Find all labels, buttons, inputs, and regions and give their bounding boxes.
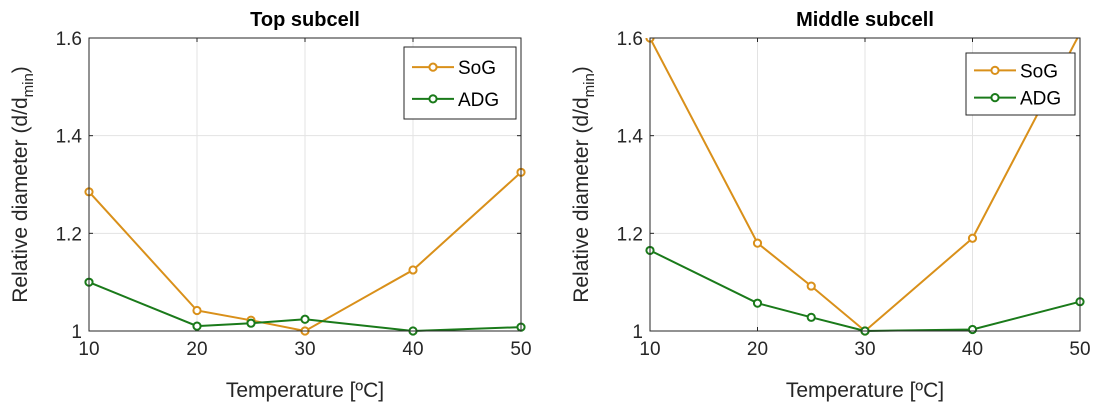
y-axis-label-main: Relative diameter (d/d — [570, 97, 593, 302]
y-tick-label: 1.2 — [56, 224, 82, 245]
data-point-adg — [752, 298, 763, 308]
y-axis-label-subscript: min — [581, 73, 598, 97]
chart-middle-subcell: 10 20 30 40 50 1 1.2 1.4 1.6 Middle subcell Temper… — [570, 9, 1091, 402]
y-tick-label: 1.2 — [617, 224, 643, 245]
series-line-adg — [649, 249, 1081, 333]
x-tick-label: 40 — [962, 339, 983, 360]
chart-top-subcell: 10 20 30 40 50 1 1.2 1.4 1.6 Top subcell Temperatu… — [9, 9, 532, 402]
data-point-sog — [967, 233, 978, 243]
x-tick-label: 40 — [402, 339, 423, 360]
axes-box — [649, 37, 1081, 332]
series-layer — [645, 30, 1085, 336]
x-tick-label: 20 — [747, 339, 768, 360]
series-line-sog — [88, 171, 522, 333]
data-point-adg — [246, 318, 256, 328]
axes-box — [88, 37, 522, 332]
data-point-sog — [752, 238, 763, 248]
y-tick-label: 1 — [71, 322, 82, 343]
x-tick-label: 20 — [186, 339, 207, 360]
data-point-adg — [192, 321, 202, 331]
data-point-sog — [1076, 30, 1083, 37]
y-tick-label: 1.6 — [617, 29, 643, 50]
chart-title: Top subcell — [250, 9, 360, 31]
data-point-sog — [192, 305, 202, 316]
legend-label-sog: SoG — [1020, 61, 1058, 82]
data-point-adg — [300, 314, 310, 324]
y-axis-label: Relative diameter (d/dmin) — [9, 66, 37, 303]
y-axis-label: Relative diameter (d/dmin) — [570, 66, 598, 303]
legend: SoG ADG — [403, 46, 517, 120]
y-axis-label-subscript: min — [20, 73, 37, 97]
legend-label-adg: ADG — [1020, 89, 1061, 110]
series-line-adg — [88, 281, 522, 333]
legend-box — [965, 52, 1076, 116]
y-tick-label: 1.4 — [56, 127, 83, 148]
data-point-adg — [806, 312, 816, 322]
series-line-sog — [649, 38, 1079, 333]
y-axis-label-main: Relative diameter (d/d — [9, 97, 32, 302]
y-axis-label-close: ) — [9, 66, 32, 73]
legend-marker-sog — [428, 62, 438, 72]
x-tick-label: 30 — [854, 339, 875, 360]
y-axis-label-close: ) — [570, 66, 593, 73]
legend-box — [403, 46, 517, 120]
legend-label-sog: SoG — [458, 58, 496, 79]
x-tick-label: 50 — [1069, 339, 1090, 360]
y-tick-label: 1.4 — [617, 127, 644, 148]
x-axis-label: Temperature [ºC] — [226, 379, 384, 402]
x-axis-label: Temperature [ºC] — [786, 379, 944, 402]
data-point-sog — [408, 265, 418, 275]
x-tick-label: 30 — [294, 339, 315, 360]
y-tick-label: 1.6 — [56, 29, 82, 50]
legend-label-adg: ADG — [458, 90, 499, 111]
legend-marker-adg — [990, 93, 1000, 103]
legend-marker-adg — [428, 94, 438, 104]
x-tick-label: 10 — [639, 339, 660, 360]
y-tick-label: 1 — [632, 322, 643, 343]
legend-marker-sog — [990, 65, 1000, 75]
data-point-sog — [806, 281, 816, 291]
x-tick-label: 50 — [510, 339, 531, 360]
data-point-adg — [967, 324, 978, 335]
chart-title: Middle subcell — [796, 9, 934, 31]
x-tick-label: 10 — [78, 339, 99, 360]
legend: SoG ADG — [965, 52, 1076, 116]
